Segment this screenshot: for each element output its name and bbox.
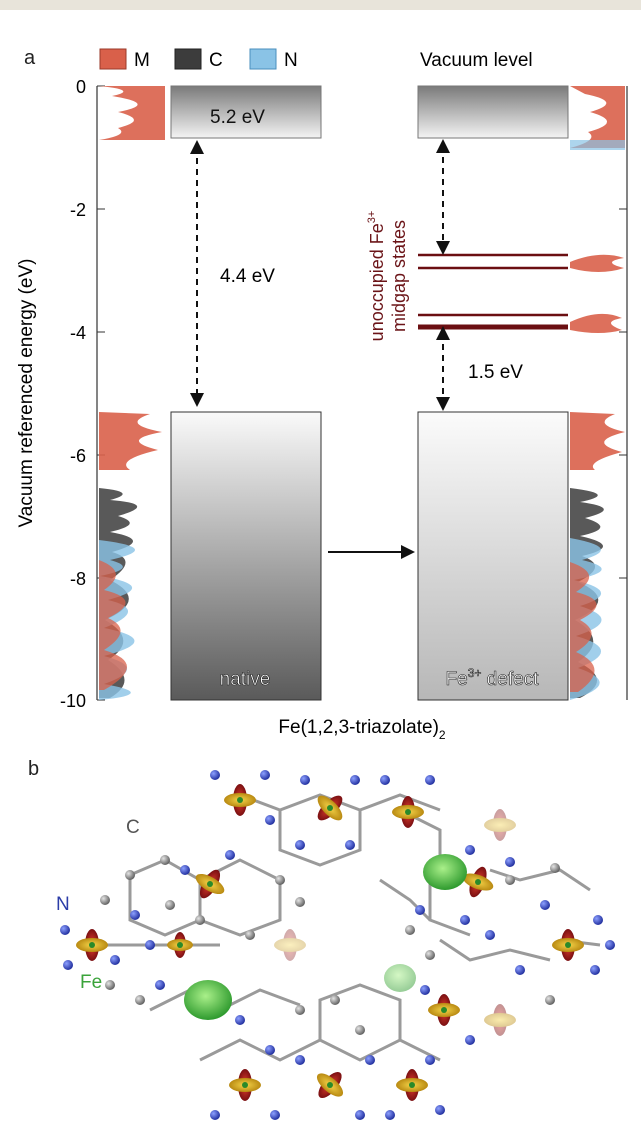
legend-label-n: N (284, 50, 298, 71)
legend-swatch-c (174, 48, 202, 70)
legend: M C N (99, 48, 298, 71)
molecular-structure (60, 770, 615, 1120)
legend-label-c: C (209, 50, 223, 71)
y-tick-8: -8 (70, 569, 86, 589)
defect-dos-m-vb (570, 412, 625, 470)
y-tick-4: -4 (70, 323, 86, 343)
midgap-label: unoccupied Fe3+ midgap states (366, 211, 409, 342)
defect-dos-n-cb (570, 140, 625, 150)
y-tick-2: -2 (70, 200, 86, 220)
legend-swatch-m (99, 48, 127, 70)
legend-swatch-n (249, 48, 277, 70)
vacuum-level-label: Vacuum level (420, 50, 533, 71)
native-conduction-band (170, 85, 322, 139)
native-valence-band (170, 411, 322, 701)
svg-text:midgap states: midgap states (389, 220, 409, 332)
native-label: native (220, 669, 271, 690)
bond-network (90, 793, 601, 1062)
native-gap-label: 4.4 eV (220, 266, 275, 287)
right-axis (619, 86, 628, 700)
atom-label-fe: Fe (80, 972, 102, 993)
midgap-levels (418, 253, 568, 330)
atom-label-c: C (126, 817, 140, 838)
top-band (0, 0, 641, 10)
defect-conduction-band (417, 85, 569, 139)
y-tick-6: -6 (70, 446, 86, 466)
legend-label-m: M (134, 50, 150, 71)
defect-dos (570, 86, 625, 700)
defect-dos-m-cb (570, 86, 625, 148)
defect-dos-m-mid1 (570, 254, 624, 272)
defect-valence-band (417, 411, 569, 701)
svg-text:unoccupied Fe3+: unoccupied Fe3+ (366, 211, 387, 342)
x-axis-label: Fe(1,2,3-triazolate)2 (278, 717, 446, 742)
defect-dos-m-low (570, 562, 597, 692)
defect-gap-label: 1.5 eV (468, 362, 523, 383)
fe-orbitals (76, 784, 584, 1101)
y-tick-10: -10 (60, 691, 86, 711)
native-dos-m-vb (99, 412, 162, 470)
atom-label-n: N (56, 894, 70, 915)
panel-a-letter: a (24, 47, 36, 69)
c-atoms (100, 855, 560, 1035)
y-axis-label: Vacuum referenced energy (eV) (16, 259, 37, 528)
native-cb-gap-label: 5.2 eV (210, 107, 265, 128)
y-axis: 0 -2 -4 -6 -8 -10 Vacuum referenced ener… (16, 77, 105, 711)
y-tick-0: 0 (76, 77, 86, 97)
defect-label: Fe3+ defect (446, 666, 540, 690)
defect-dos-m-mid2 (570, 313, 622, 333)
native-dos (99, 86, 165, 700)
n-atoms (60, 770, 615, 1120)
panel-b-letter: b (28, 758, 40, 780)
native-dos-m-cb (99, 86, 165, 140)
fe3-defect-orbitals (184, 854, 467, 1020)
native-dos-m-low (99, 560, 127, 690)
